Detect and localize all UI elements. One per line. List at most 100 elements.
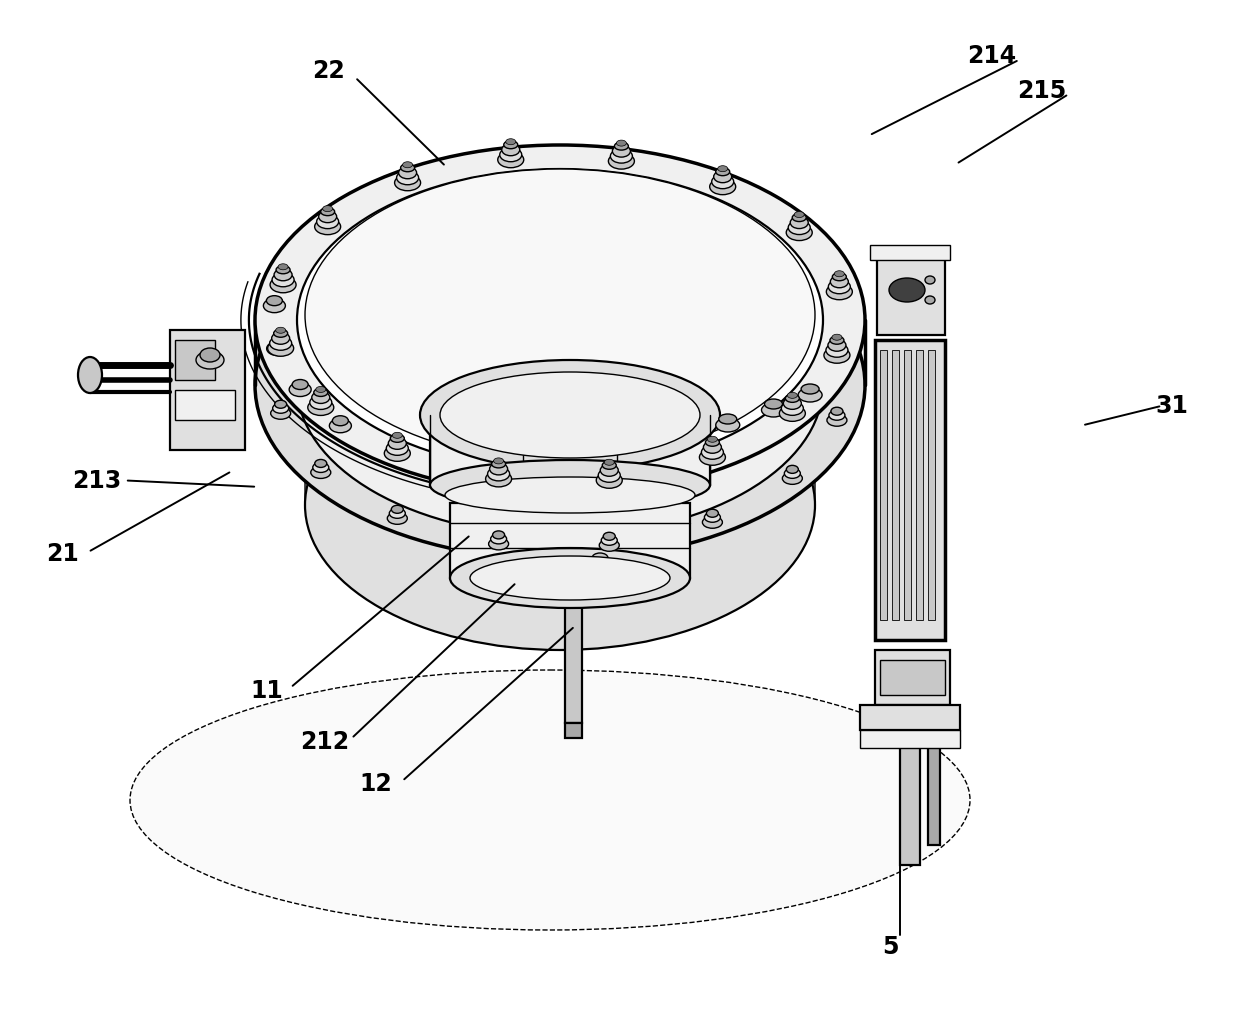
Ellipse shape bbox=[707, 509, 718, 517]
Ellipse shape bbox=[784, 397, 801, 409]
Ellipse shape bbox=[761, 403, 785, 417]
Ellipse shape bbox=[702, 445, 723, 459]
Ellipse shape bbox=[491, 460, 506, 468]
Bar bbox=[928, 350, 935, 620]
Ellipse shape bbox=[270, 276, 296, 293]
Ellipse shape bbox=[305, 360, 815, 650]
Ellipse shape bbox=[275, 327, 285, 333]
Ellipse shape bbox=[316, 386, 326, 392]
Ellipse shape bbox=[267, 296, 283, 306]
Ellipse shape bbox=[591, 553, 608, 563]
Ellipse shape bbox=[321, 207, 335, 215]
Ellipse shape bbox=[255, 210, 866, 560]
Ellipse shape bbox=[835, 270, 844, 276]
Ellipse shape bbox=[827, 415, 847, 427]
Ellipse shape bbox=[312, 462, 329, 472]
Ellipse shape bbox=[278, 264, 288, 270]
Ellipse shape bbox=[707, 436, 718, 442]
Ellipse shape bbox=[719, 414, 737, 424]
Ellipse shape bbox=[718, 166, 728, 172]
Ellipse shape bbox=[311, 466, 331, 479]
Ellipse shape bbox=[706, 438, 719, 446]
Ellipse shape bbox=[430, 460, 711, 510]
Polygon shape bbox=[928, 745, 940, 845]
Ellipse shape bbox=[200, 348, 219, 362]
Ellipse shape bbox=[398, 167, 417, 179]
Bar bbox=[880, 350, 887, 620]
Ellipse shape bbox=[614, 142, 629, 150]
Text: 212: 212 bbox=[300, 729, 350, 754]
Ellipse shape bbox=[598, 468, 620, 483]
Text: 11: 11 bbox=[250, 679, 283, 703]
Ellipse shape bbox=[130, 670, 970, 930]
Ellipse shape bbox=[274, 329, 288, 337]
Ellipse shape bbox=[494, 458, 503, 464]
Ellipse shape bbox=[491, 533, 507, 544]
Ellipse shape bbox=[831, 407, 843, 416]
Ellipse shape bbox=[782, 472, 802, 485]
Ellipse shape bbox=[394, 175, 420, 191]
Ellipse shape bbox=[925, 276, 935, 284]
Ellipse shape bbox=[420, 360, 720, 470]
Bar bbox=[875, 650, 950, 705]
Ellipse shape bbox=[289, 382, 311, 396]
Ellipse shape bbox=[322, 205, 332, 211]
Ellipse shape bbox=[332, 416, 348, 426]
Text: 12: 12 bbox=[360, 772, 392, 797]
Bar bbox=[875, 340, 945, 640]
Ellipse shape bbox=[709, 179, 735, 195]
Ellipse shape bbox=[831, 275, 848, 288]
Ellipse shape bbox=[787, 392, 797, 398]
Ellipse shape bbox=[500, 147, 522, 162]
Ellipse shape bbox=[596, 472, 622, 489]
Ellipse shape bbox=[274, 400, 286, 408]
Ellipse shape bbox=[401, 164, 414, 172]
Ellipse shape bbox=[388, 437, 407, 449]
Bar bbox=[904, 350, 911, 620]
Ellipse shape bbox=[702, 516, 723, 528]
Ellipse shape bbox=[497, 151, 523, 168]
Ellipse shape bbox=[392, 505, 403, 513]
Ellipse shape bbox=[699, 449, 725, 465]
Ellipse shape bbox=[704, 512, 720, 522]
Polygon shape bbox=[900, 745, 920, 865]
Bar bbox=[450, 503, 689, 578]
Text: 213: 213 bbox=[72, 468, 122, 493]
Ellipse shape bbox=[828, 339, 846, 352]
Ellipse shape bbox=[196, 351, 224, 369]
Ellipse shape bbox=[610, 149, 632, 164]
Ellipse shape bbox=[255, 145, 866, 495]
Ellipse shape bbox=[392, 433, 402, 438]
Bar bbox=[861, 731, 960, 748]
Ellipse shape bbox=[789, 220, 810, 235]
Ellipse shape bbox=[311, 391, 330, 403]
Bar bbox=[175, 390, 236, 420]
Ellipse shape bbox=[832, 334, 842, 340]
Bar bbox=[170, 330, 246, 450]
Ellipse shape bbox=[785, 468, 800, 479]
Bar bbox=[892, 350, 899, 620]
Ellipse shape bbox=[391, 434, 404, 442]
Ellipse shape bbox=[315, 218, 341, 235]
Ellipse shape bbox=[714, 171, 732, 183]
Ellipse shape bbox=[273, 403, 289, 414]
Ellipse shape bbox=[715, 168, 729, 176]
Ellipse shape bbox=[403, 162, 413, 168]
Ellipse shape bbox=[792, 213, 806, 221]
Ellipse shape bbox=[826, 283, 852, 300]
Polygon shape bbox=[800, 385, 815, 513]
Ellipse shape bbox=[492, 531, 505, 538]
Ellipse shape bbox=[78, 357, 102, 393]
Ellipse shape bbox=[387, 512, 407, 524]
Ellipse shape bbox=[272, 272, 294, 287]
Ellipse shape bbox=[487, 467, 510, 481]
Text: 31: 31 bbox=[1156, 394, 1188, 419]
Ellipse shape bbox=[269, 336, 291, 351]
Ellipse shape bbox=[387, 441, 408, 455]
Ellipse shape bbox=[486, 470, 512, 487]
Polygon shape bbox=[430, 415, 711, 485]
Ellipse shape bbox=[298, 169, 823, 471]
Ellipse shape bbox=[308, 399, 334, 416]
Ellipse shape bbox=[440, 372, 701, 458]
Ellipse shape bbox=[785, 394, 800, 402]
